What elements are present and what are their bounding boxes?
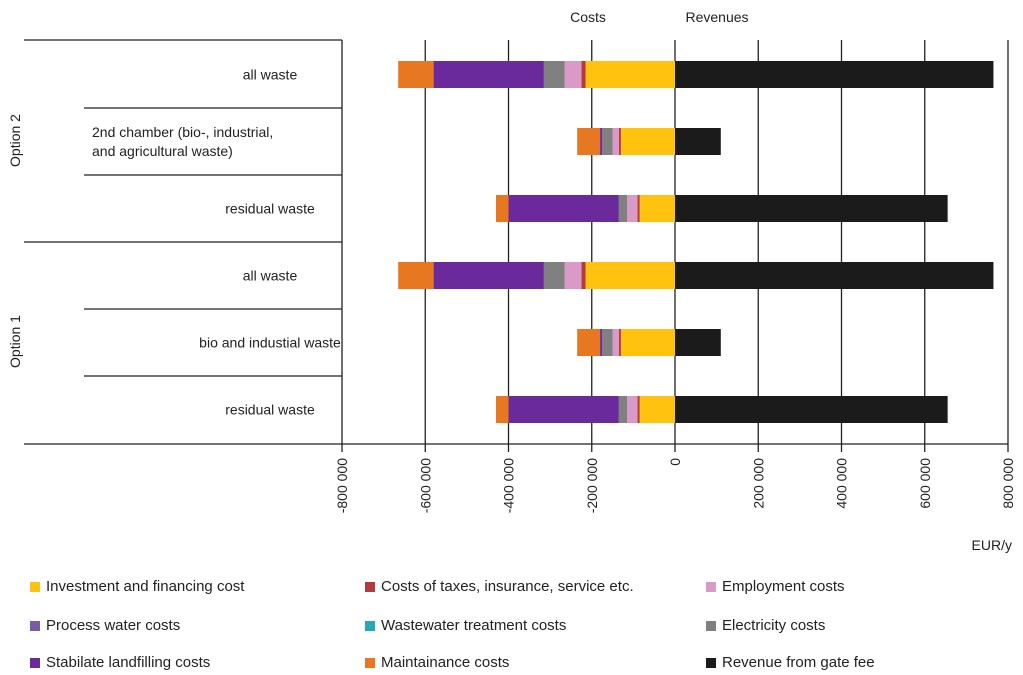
category-label: all waste — [243, 268, 298, 284]
bar-segment — [618, 396, 628, 423]
bar-segment — [398, 262, 434, 289]
bar-segment — [675, 396, 948, 423]
x-tick-label: 400 000 — [834, 458, 850, 509]
legend-item: Stabilate landfilling costs — [30, 654, 210, 671]
legend-swatch — [365, 657, 375, 668]
bar-segment — [675, 195, 948, 222]
bar-segment — [627, 396, 638, 423]
bar-segment — [581, 61, 586, 88]
bar-segment — [496, 396, 509, 423]
legend-swatch — [706, 581, 716, 592]
bar-segment — [508, 396, 619, 423]
bar-segment — [600, 128, 603, 155]
bar-segment — [585, 262, 675, 289]
category-label: all waste — [243, 67, 298, 83]
bar-segment — [612, 128, 619, 155]
legend-label: Investment and financing cost — [46, 578, 245, 595]
legend-item: Investment and financing cost — [30, 578, 244, 595]
bar-segment — [637, 195, 640, 222]
bar-segment — [639, 396, 675, 423]
x-tick-label: 0 — [667, 458, 683, 466]
grid-layer — [341, 40, 1009, 452]
legend-label: Process water costs — [46, 617, 181, 634]
bar-segment — [577, 329, 601, 356]
category-label: bio and industial waste — [199, 335, 341, 351]
header-costs: Costs — [570, 9, 606, 25]
bar-segment — [602, 329, 613, 356]
bar-segment — [433, 61, 544, 88]
legend-swatch — [365, 581, 375, 592]
legend-swatch — [365, 620, 375, 631]
bar-segment — [564, 262, 582, 289]
category-label: and agricultural waste) — [92, 143, 233, 159]
bar-segment — [508, 195, 619, 222]
category-label: residual waste — [225, 201, 315, 217]
bar-segment — [577, 128, 601, 155]
bar-segment — [675, 262, 994, 289]
bars-layer — [398, 61, 994, 423]
x-tick-label: 200 000 — [750, 458, 766, 509]
x-tick-label: -200 000 — [584, 458, 600, 513]
bar-segment — [398, 61, 434, 88]
bar-segment — [564, 61, 582, 88]
legend-swatch — [30, 581, 40, 592]
legend-item: Electricity costs — [706, 617, 825, 634]
x-tick-label: 800 000 — [1000, 458, 1016, 509]
legend-label: Wastewater treatment costs — [381, 617, 567, 634]
bar-segment — [627, 195, 638, 222]
group-label: Option 2 — [7, 114, 23, 167]
bar-segment — [581, 262, 586, 289]
legend-swatch — [30, 620, 40, 631]
group-label: Option 1 — [7, 315, 23, 368]
bar-segment — [620, 128, 675, 155]
legend-label: Employment costs — [722, 578, 845, 595]
bar-segment — [618, 195, 628, 222]
bar-segment — [543, 61, 565, 88]
category-label: residual waste — [225, 402, 315, 418]
bar-segment — [618, 128, 621, 155]
legend-label: Stabilate landfilling costs — [46, 654, 211, 671]
legend-item: Process water costs — [30, 617, 180, 634]
bar-segment — [612, 329, 619, 356]
legend-swatch — [706, 620, 716, 631]
bar-segment — [675, 61, 994, 88]
bar-segment — [637, 396, 640, 423]
frame-layer — [24, 39, 1008, 445]
bar-segment — [675, 329, 721, 356]
legend-label: Costs of taxes, insurance, service etc. — [381, 578, 634, 595]
legend-label: Electricity costs — [722, 617, 826, 634]
legend-item: Revenue from gate fee — [706, 654, 875, 671]
bar-segment — [585, 61, 675, 88]
bar-segment — [600, 329, 603, 356]
bar-segment — [675, 128, 721, 155]
header-revenues: Revenues — [685, 9, 748, 25]
bar-segment — [620, 329, 675, 356]
legend-item: Wastewater treatment costs — [365, 617, 566, 634]
bar-segment — [496, 195, 509, 222]
bar-segment — [543, 262, 565, 289]
x-tick-label: 600 000 — [917, 458, 933, 509]
bar-segment — [639, 195, 675, 222]
legend-label: Revenue from gate fee — [722, 654, 875, 671]
legend-item: Costs of taxes, insurance, service etc. — [365, 578, 634, 595]
text-layer: Costs Revenues EUR/y -800 000 -600 000 -40… — [7, 9, 1016, 553]
x-tick-label: -400 000 — [501, 458, 517, 513]
legend-label: Maintainance costs — [381, 654, 510, 671]
bar-segment — [433, 262, 544, 289]
bar-segment — [602, 128, 613, 155]
category-label: 2nd chamber (bio-, industrial, — [92, 124, 273, 140]
x-tick-label: -800 000 — [334, 458, 350, 513]
bar-segment — [618, 329, 621, 356]
legend-item: Maintainance costs — [365, 654, 509, 671]
legend-swatch — [30, 657, 40, 668]
legend-item: Employment costs — [706, 578, 845, 595]
x-tick-label: -600 000 — [417, 458, 433, 513]
x-axis-unit-label: EUR/y — [972, 537, 1012, 553]
legend-swatch — [706, 657, 716, 668]
